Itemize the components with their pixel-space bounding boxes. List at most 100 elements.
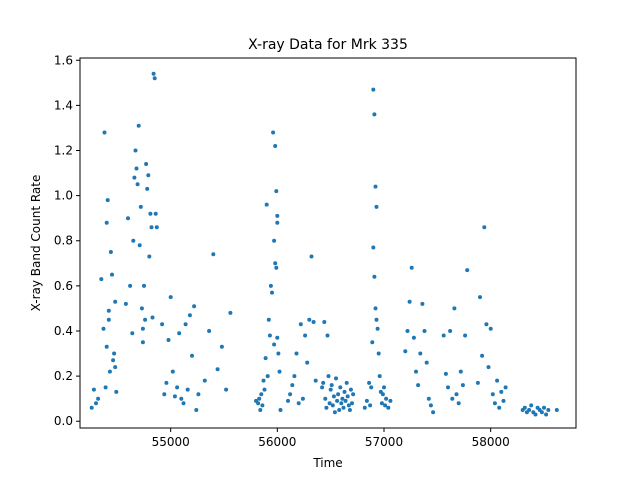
- data-point: [126, 216, 130, 221]
- data-point: [422, 329, 427, 333]
- data-point: [113, 365, 118, 370]
- data-point: [478, 295, 482, 300]
- data-point: [103, 385, 108, 390]
- data-point: [345, 394, 350, 399]
- data-point: [313, 378, 318, 383]
- data-point: [330, 403, 335, 408]
- y-tick-label: 1.0: [54, 189, 73, 203]
- data-point: [272, 238, 277, 243]
- data-point: [460, 383, 465, 388]
- data-point: [89, 405, 94, 410]
- data-point: [106, 308, 111, 313]
- data-point: [102, 130, 107, 135]
- data-point: [123, 301, 128, 306]
- data-point: [403, 349, 408, 354]
- data-point: [207, 329, 212, 333]
- data-point: [257, 396, 262, 401]
- data-point: [264, 202, 269, 207]
- x-axis-label: Time: [312, 456, 342, 470]
- data-point: [331, 394, 336, 399]
- data-point: [372, 112, 377, 117]
- data-point: [371, 87, 376, 92]
- data-point: [332, 410, 337, 415]
- data-point: [110, 272, 114, 277]
- data-point: [383, 403, 388, 408]
- data-point: [277, 369, 282, 374]
- data-point: [270, 290, 274, 295]
- data-point: [228, 310, 233, 315]
- data-point: [384, 396, 389, 401]
- data-point: [456, 401, 461, 406]
- data-point: [139, 306, 144, 311]
- data-point: [224, 387, 229, 392]
- data-point: [108, 250, 113, 254]
- data-point: [137, 243, 142, 248]
- data-point: [484, 322, 489, 327]
- data-point: [142, 283, 146, 288]
- data-point: [133, 148, 138, 153]
- data-point: [128, 283, 133, 288]
- data-point: [480, 353, 485, 358]
- data-point: [94, 401, 98, 406]
- data-point: [488, 326, 493, 331]
- data-point: [407, 299, 412, 304]
- data-point: [338, 385, 343, 390]
- data-point: [377, 374, 382, 379]
- data-point: [132, 175, 137, 180]
- data-point: [275, 335, 280, 340]
- data-point: [273, 144, 278, 148]
- data-point: [546, 408, 551, 412]
- data-point: [388, 398, 393, 403]
- data-point: [273, 261, 278, 266]
- data-point: [452, 306, 457, 311]
- data-point: [499, 389, 504, 394]
- data-point: [374, 204, 379, 209]
- data-point: [202, 378, 207, 383]
- data-point: [340, 396, 345, 401]
- data-point: [351, 392, 356, 397]
- data-point: [309, 254, 314, 259]
- data-point: [364, 398, 369, 403]
- data-point: [190, 353, 194, 358]
- data-point: [104, 220, 109, 225]
- data-point: [192, 304, 197, 309]
- data-point: [262, 387, 267, 392]
- y-tick-label: 0.2: [54, 369, 73, 383]
- data-point: [497, 405, 502, 410]
- data-point: [371, 245, 376, 250]
- data-point: [527, 408, 532, 412]
- data-point: [454, 392, 459, 397]
- data-point: [194, 408, 199, 412]
- data-point: [303, 333, 308, 338]
- data-point: [475, 380, 480, 385]
- data-point: [164, 380, 169, 385]
- data-point: [179, 396, 184, 401]
- data-point: [140, 326, 145, 331]
- data-point: [131, 238, 136, 243]
- data-point: [323, 396, 328, 401]
- data-point: [111, 358, 116, 363]
- data-point: [539, 410, 544, 415]
- data-point: [374, 317, 379, 322]
- data-point: [175, 385, 180, 390]
- data-point: [112, 351, 117, 356]
- plot-area-frame: [79, 57, 577, 429]
- data-point: [219, 344, 224, 349]
- data-point: [501, 398, 506, 403]
- data-point: [101, 326, 106, 331]
- x-axis-ticks: 55000 56000 57000 58000: [152, 428, 510, 449]
- data-point: [414, 369, 418, 374]
- data-point: [146, 173, 151, 178]
- data-point: [185, 387, 190, 392]
- data-point: [328, 387, 333, 392]
- data-point: [386, 405, 391, 410]
- data-point: [336, 392, 341, 397]
- data-point: [529, 403, 534, 408]
- data-point: [420, 301, 425, 306]
- data-point: [196, 392, 201, 397]
- data-point: [335, 398, 340, 403]
- data-point: [114, 389, 119, 394]
- data-point: [405, 329, 410, 333]
- data-points: [89, 71, 559, 417]
- data-point: [177, 331, 182, 336]
